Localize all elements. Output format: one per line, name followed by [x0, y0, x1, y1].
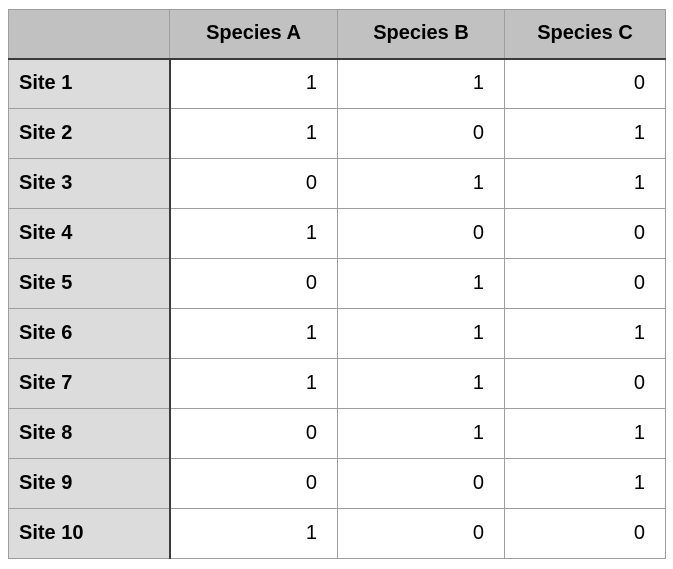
row-label: Site 10: [8, 508, 171, 559]
table-header: Species A Species B Species C: [8, 9, 666, 60]
column-header-species-b: Species B: [337, 9, 505, 60]
table-cell: 1: [169, 108, 338, 159]
row-label: Site 9: [8, 458, 171, 509]
table-cell: 0: [504, 358, 666, 409]
table-cell: 1: [169, 308, 338, 359]
table-cell: 0: [169, 408, 338, 459]
table-cell: 1: [169, 58, 338, 109]
table-cell: 1: [504, 108, 666, 159]
table-cell: 1: [169, 508, 338, 559]
column-header-species-a: Species A: [169, 9, 338, 60]
row-label: Site 3: [8, 158, 171, 209]
row-label: Site 8: [8, 408, 171, 459]
table-cell: 0: [504, 58, 666, 109]
row-label: Site 4: [8, 208, 171, 259]
table-cell: 0: [337, 208, 505, 259]
table-cell: 1: [337, 158, 505, 209]
table-cell: 0: [504, 208, 666, 259]
table-cell: 0: [504, 258, 666, 309]
table-row: Site 10 1 0 0: [8, 508, 666, 559]
table-cell: 1: [169, 208, 338, 259]
table-cell: 1: [169, 358, 338, 409]
table-cell: 0: [504, 508, 666, 559]
table-cell: 0: [169, 258, 338, 309]
row-label: Site 7: [8, 358, 171, 409]
table-cell: 0: [169, 458, 338, 509]
row-label: Site 1: [8, 58, 171, 109]
corner-cell: [8, 9, 170, 60]
column-header-species-c: Species C: [504, 9, 666, 60]
table-cell: 0: [337, 458, 505, 509]
table-cell: 1: [337, 408, 505, 459]
table-cell: 1: [337, 58, 505, 109]
table-cell: 0: [337, 108, 505, 159]
header-row: Species A Species B Species C: [8, 9, 666, 60]
table-cell: 1: [504, 458, 666, 509]
row-label: Site 2: [8, 108, 171, 159]
table-cell: 1: [504, 158, 666, 209]
row-label: Site 5: [8, 258, 171, 309]
table-body: Site 1 1 1 0 Site 2 1 0 1 Site 3 0 1 1 Site 4 1 0 0 Site…: [8, 58, 666, 559]
table-cell: 0: [169, 158, 338, 209]
table-cell: 0: [337, 508, 505, 559]
table-cell: 1: [504, 408, 666, 459]
table-cell: 1: [337, 358, 505, 409]
table-cell: 1: [337, 308, 505, 359]
table-cell: 1: [504, 308, 666, 359]
table-cell: 1: [337, 258, 505, 309]
row-label: Site 6: [8, 308, 171, 359]
